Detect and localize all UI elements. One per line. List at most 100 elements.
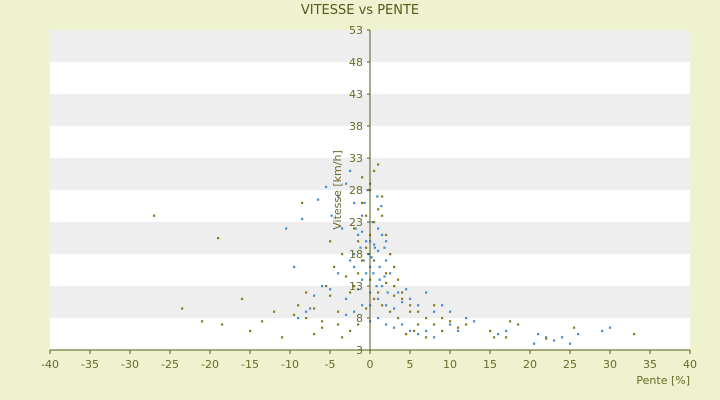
scatter-point-series-1 [409,297,412,300]
scatter-point-series-1 [383,275,386,278]
scatter-point-series-2 [381,195,384,198]
scatter-point-series-2 [357,272,360,275]
scatter-point-series-2 [329,240,332,243]
y-tick-label: 3 [356,344,363,357]
scatter-point-series-1 [301,217,304,220]
scatter-point-series-2 [401,291,404,294]
scatter-point-series-1 [533,342,536,345]
scatter-point-series-2 [417,323,420,326]
scatter-point-series-2 [325,285,328,288]
x-axis-label: Pente [%] [636,374,690,387]
scatter-point-series-1 [317,198,320,201]
scatter-point-series-1 [363,201,366,204]
scatter-point-series-1 [385,323,388,326]
scatter-point-series-2 [457,326,460,329]
scatter-point-series-2 [373,221,376,224]
scatter-point-series-1 [353,201,356,204]
scatter-point-series-2 [341,336,344,339]
scatter-point-series-2 [181,307,184,310]
scatter-point-series-2 [441,317,444,320]
scatter-point-series-1 [385,240,388,243]
scatter-point-series-1 [473,320,476,323]
y-tick-label: 18 [349,248,363,261]
scatter-point-series-1 [386,291,389,294]
scatter-point-series-2 [329,294,332,297]
scatter-point-series-1 [357,288,360,291]
scatter-point-series-2 [381,214,384,217]
scatter-point-series-2 [385,233,388,236]
scatter-point-series-1 [361,230,364,233]
scatter-point-series-1 [337,195,340,198]
scatter-point-series-1 [545,336,548,339]
scatter-point-series-2 [417,310,420,313]
scatter-point-series-2 [397,317,400,320]
scatter-point-series-2 [153,214,156,217]
scatter-point-series-1 [353,265,356,268]
scatter-point-series-2 [361,176,364,179]
scatter-point-series-1 [361,214,364,217]
x-tick-label: -25 [161,358,179,371]
scatter-point-series-1 [609,326,612,329]
scatter-point-series-2 [321,320,324,323]
scatter-point-series-2 [221,323,224,326]
scatter-point-series-2 [341,253,344,256]
scatter-point-series-2 [409,310,412,313]
scatter-point-series-2 [401,297,404,300]
scatter-point-series-2 [249,329,252,332]
scatter-point-series-2 [337,323,340,326]
scatter-point-series-2 [377,291,380,294]
scatter-point-series-1 [381,285,384,288]
y-tick-label: 28 [349,184,363,197]
scatter-point-series-2 [397,278,400,281]
scatter-point-series-2 [357,323,360,326]
scatter-point-series-2 [201,320,204,323]
scatter-point-series-2 [393,294,396,297]
x-tick-label: 40 [683,358,697,371]
scatter-point-series-2 [365,214,368,217]
scatter-point-series-1 [377,297,380,300]
scatter-point-series-2 [313,307,316,310]
scatter-point-series-2 [409,304,412,307]
scatter-point-series-2 [393,285,396,288]
scatter-point-series-1 [361,278,364,281]
scatter-point-series-2 [349,291,352,294]
scatter-point-series-1 [465,317,468,320]
scatter-point-series-2 [353,227,356,230]
scatter-point-series-2 [385,272,388,275]
scatter-point-series-2 [385,281,388,284]
scatter-point-series-1 [353,310,356,313]
scatter-point-series-1 [345,297,348,300]
scatter-point-series-1 [569,342,572,345]
scatter-point-series-2 [505,336,508,339]
scatter-point-series-2 [349,329,352,332]
y-tick-label: 48 [349,56,363,69]
scatter-point-series-2 [305,291,308,294]
scatter-point-series-1 [375,285,378,288]
scatter-point-series-2 [373,259,376,262]
scatter-point-series-2 [493,336,496,339]
scatter-point-series-2 [405,333,408,336]
y-tick-label: 23 [349,216,363,229]
x-tick-label: 30 [603,358,617,371]
scatter-point-series-2 [337,310,340,313]
scatter-point-series-1 [409,329,412,332]
scatter-point-series-1 [397,291,400,294]
scatter-point-series-1 [345,313,348,316]
scatter-point-series-1 [285,227,288,230]
scatter-point-series-1 [329,288,332,291]
x-tick-label: -15 [241,358,259,371]
scatter-point-series-2 [333,265,336,268]
scatter-point-series-2 [297,304,300,307]
scatter-point-series-2 [373,169,376,172]
chart-title: VITESSE vs PENTE [301,3,419,18]
x-tick-label: -30 [121,358,139,371]
scatter-point-series-1 [385,304,388,307]
scatter-point-series-1 [341,227,344,230]
scatter-point-series-2 [361,259,364,262]
scatter-point-series-1 [385,259,388,262]
scatter-point-series-1 [377,227,380,230]
scatter-point-series-2 [393,265,396,268]
scatter-point-series-1 [354,227,357,230]
scatter-point-series-1 [433,310,436,313]
scatter-point-series-2 [357,240,360,243]
